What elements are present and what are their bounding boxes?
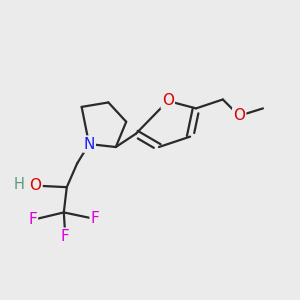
Text: O: O	[233, 108, 245, 123]
Text: F: F	[28, 212, 37, 227]
Text: F: F	[61, 229, 70, 244]
Text: O: O	[162, 94, 174, 109]
Text: N: N	[83, 136, 95, 152]
Text: O: O	[30, 178, 42, 193]
Text: H: H	[14, 177, 25, 192]
Text: F: F	[91, 212, 99, 226]
